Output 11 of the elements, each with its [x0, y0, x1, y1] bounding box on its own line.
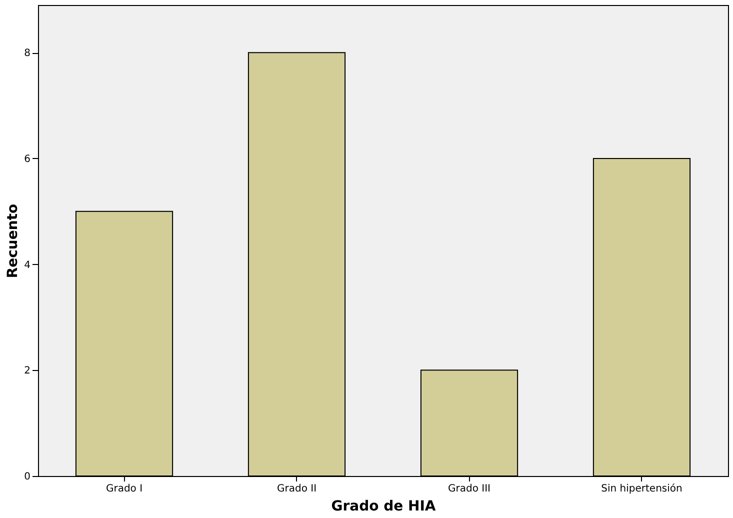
y-tick-label: 2: [24, 366, 30, 377]
x-tick-label: Grado II: [276, 484, 317, 494]
y-tick-label: 0: [24, 472, 30, 482]
x-tick-label: Sin hipertensión: [601, 484, 682, 494]
x-tick-label: Grado I: [106, 484, 143, 494]
y-tick-label: 6: [24, 154, 30, 165]
x-axis-title: Grado de HIA: [331, 498, 436, 514]
y-tick-label: 8: [24, 48, 30, 60]
y-tick-label: 4: [24, 260, 30, 271]
y-axis-title: Recuento: [5, 203, 22, 278]
x-tick-label: Grado III: [448, 484, 490, 494]
